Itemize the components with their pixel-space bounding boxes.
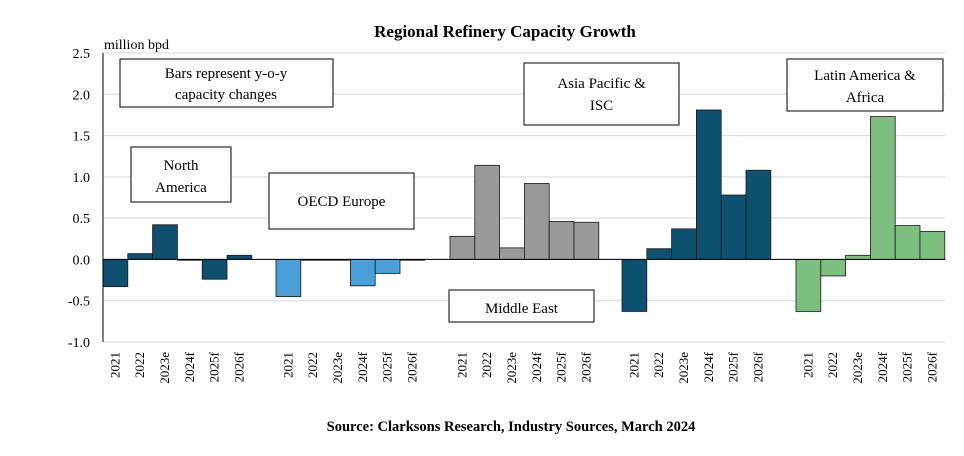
- bar: [646, 248, 672, 260]
- bar: [474, 164, 500, 260]
- bar: [275, 259, 302, 297]
- bar: [226, 254, 253, 260]
- bar: [374, 259, 401, 274]
- bar: [548, 221, 575, 260]
- x-tick-label: 2026f: [231, 351, 246, 382]
- x-tick-label: 2021: [454, 352, 469, 378]
- region-label: ISC: [590, 98, 613, 114]
- bar: [894, 225, 921, 260]
- bar: [745, 169, 772, 260]
- region-label: Middle East: [485, 301, 559, 317]
- x-tick-label: 2023e: [157, 352, 172, 384]
- bar: [671, 228, 697, 260]
- region-label-box: [448, 289, 595, 323]
- x-tick-label: 2023e: [504, 352, 519, 384]
- x-tick-label: 2021: [800, 352, 815, 378]
- x-tick-label: 2025f: [207, 351, 222, 382]
- x-tick-label: 2023e: [330, 352, 345, 384]
- x-tick-label: 2026f: [404, 351, 419, 382]
- bar: [201, 259, 228, 280]
- region-label: Latin America &: [814, 68, 916, 84]
- bar: [524, 183, 550, 260]
- x-tick-label: 2024f: [875, 351, 890, 382]
- bar: [696, 109, 722, 260]
- x-tick-label: 2024f: [701, 351, 716, 382]
- x-tick-label: 2023e: [850, 352, 865, 384]
- bar: [795, 259, 822, 312]
- x-tick-label: 2021: [107, 352, 122, 378]
- x-tick-label: 2021: [626, 352, 641, 378]
- x-tick-label: 2022: [825, 352, 840, 378]
- y-tick-label: -0.5: [68, 295, 90, 310]
- bar: [152, 224, 178, 260]
- y-tick-label: 1.0: [73, 171, 91, 186]
- bar: [573, 221, 600, 260]
- region-label: Africa: [846, 90, 885, 106]
- x-tick-label: 2022: [479, 352, 494, 378]
- x-tick-label: 2024f: [529, 351, 544, 382]
- y-tick-label: 2.0: [73, 88, 91, 103]
- region-label: North: [164, 158, 199, 174]
- y-tick-label: 1.5: [73, 130, 91, 145]
- x-tick-label: 2026f: [924, 351, 939, 382]
- x-tick-label: 2025f: [554, 351, 569, 382]
- bar: [919, 230, 946, 260]
- bar: [127, 253, 154, 260]
- bar: [499, 247, 525, 260]
- bar: [102, 259, 129, 288]
- bar: [820, 259, 846, 277]
- annotation-text: Bars represent y-o-y: [165, 66, 288, 82]
- y-axis-unit-label: million bpd: [104, 38, 169, 53]
- x-tick-label: 2023e: [676, 352, 691, 384]
- x-tick-label: 2024f: [182, 351, 197, 382]
- y-tick-label: 0.5: [73, 212, 91, 227]
- x-tick-label: 2025f: [726, 351, 741, 382]
- region-label-box: [130, 146, 232, 203]
- x-tick-label: 2021: [280, 352, 295, 378]
- region-label-box: [268, 172, 415, 230]
- bar: [621, 259, 648, 312]
- y-tick-label: 2.5: [73, 47, 91, 62]
- chart-title: Regional Refinery Capacity Growth: [374, 22, 636, 41]
- region-label: Asia Pacific &: [557, 76, 646, 92]
- bar: [349, 259, 376, 287]
- x-tick-label: 2026f: [578, 351, 593, 382]
- y-tick-label: -1.0: [68, 336, 90, 351]
- x-tick-label: 2025f: [900, 351, 915, 382]
- region-label-box: [523, 62, 680, 126]
- x-tick-label: 2022: [651, 352, 666, 378]
- x-tick-label: 2022: [132, 352, 147, 378]
- x-tick-label: 2026f: [750, 351, 765, 382]
- y-tick-label: 0.0: [73, 253, 91, 268]
- source-note: Source: Clarksons Research, Industry Sou…: [327, 419, 696, 435]
- x-tick-label: 2022: [305, 352, 320, 378]
- bar: [449, 235, 476, 260]
- x-tick-label: 2025f: [380, 351, 395, 382]
- x-tick-label: 2024f: [355, 351, 370, 382]
- annotation-box: [119, 58, 334, 108]
- region-label-box: [786, 58, 944, 112]
- bar: [845, 254, 871, 260]
- bar: [720, 194, 747, 260]
- region-label: OECD Europe: [298, 194, 386, 210]
- bar: [870, 116, 896, 260]
- annotation-text: capacity changes: [175, 87, 277, 103]
- region-label: America: [155, 180, 207, 196]
